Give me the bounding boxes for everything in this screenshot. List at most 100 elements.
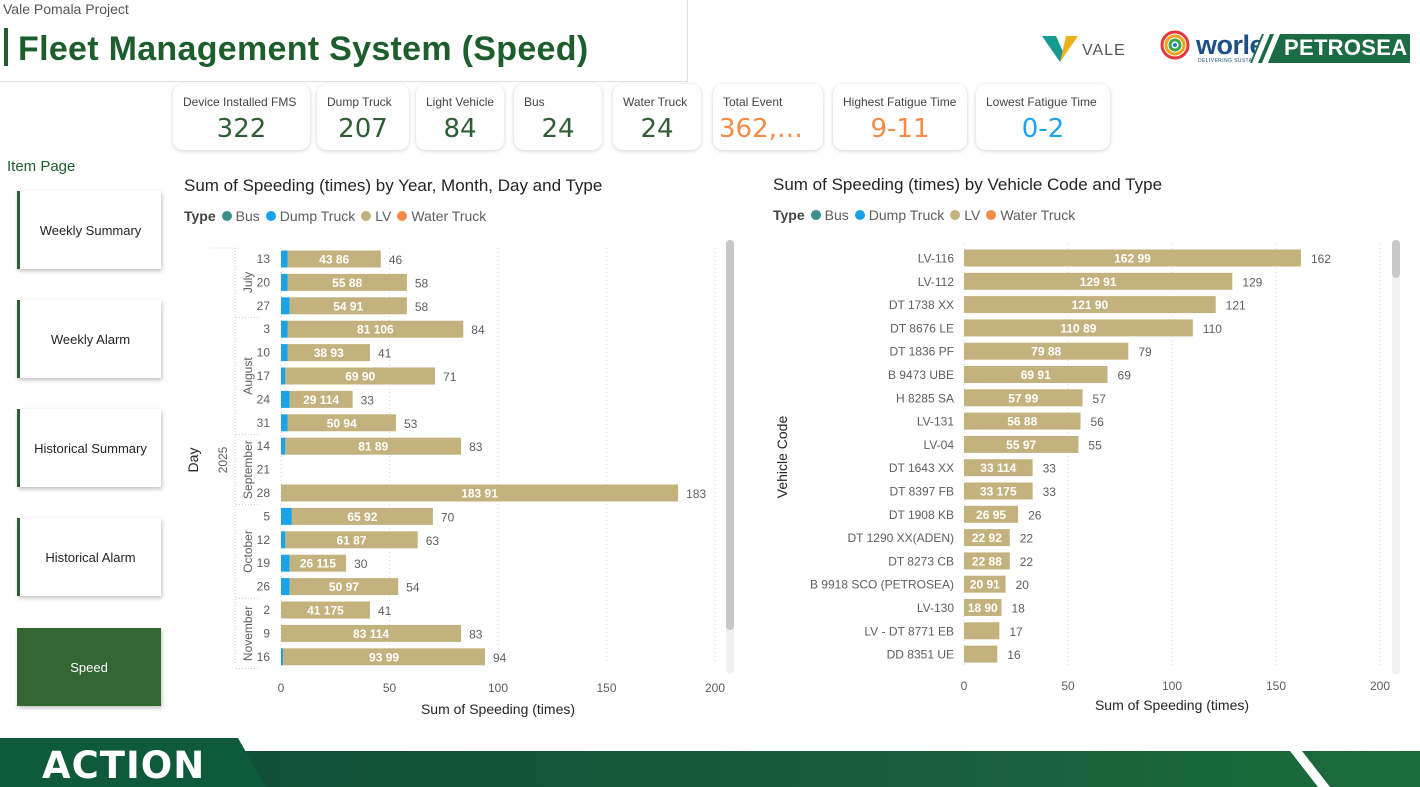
bar-lv[interactable] [285,531,418,549]
bar-lv[interactable] [964,342,1129,360]
nav-button-weekly-alarm[interactable]: Weekly Alarm [17,300,161,378]
bar-lv[interactable] [287,250,381,268]
legend-item[interactable]: Water Truck [986,207,1075,223]
bar-dump-truck[interactable] [281,414,288,432]
kpi-card: Water Truck 24 [613,84,701,150]
bar-total-label: 20 [1016,578,1030,592]
bar-lv[interactable] [964,482,1033,500]
vale-logo-icon [1042,36,1078,62]
kpi-label: Dump Truck [327,95,392,109]
bar-lv[interactable] [287,320,464,338]
bar-total-label: 41 [378,347,392,361]
bar-lv[interactable] [281,624,462,642]
bar-dump-truck[interactable] [281,297,290,315]
kpi-value: 362,5… [719,114,820,144]
bar-lv[interactable] [964,389,1083,407]
bar-data-label: 41 175 [307,604,344,618]
bar-lv[interactable] [283,648,485,666]
bar-lv[interactable] [291,507,433,525]
x-axis-title: Sum of Speeding (times) [1095,697,1249,713]
bar-lv[interactable] [289,554,347,572]
bar-lv[interactable] [287,414,397,432]
bar-lv[interactable] [964,459,1033,477]
bar-data-label: 43 86 [319,253,349,267]
bar-lv[interactable] [287,273,407,291]
x-tick-label: 100 [1162,679,1182,693]
bar-dump-truck[interactable] [281,578,290,596]
nav-button-historical-alarm[interactable]: Historical Alarm [17,518,161,596]
legend-item[interactable]: Bus [221,208,260,224]
scrollbar-thumb[interactable] [726,240,734,630]
bar-lv[interactable] [964,599,1002,616]
bar-lv[interactable] [964,249,1301,267]
bar-lv[interactable] [289,390,353,408]
kpi-value: 207 [338,114,388,144]
y-tick-label: 12 [257,533,271,547]
bar-dump-truck[interactable] [281,531,286,549]
bar-data-label: 18 90 [968,601,998,615]
bar-total-label: 41 [378,604,392,618]
bar-dump-truck[interactable] [281,437,286,455]
bar-lv[interactable] [964,622,1000,640]
bar-lv[interactable] [289,578,399,596]
bar-data-label: 81 106 [357,323,394,337]
bar-lv[interactable] [964,575,1006,593]
bar-lv[interactable] [964,272,1233,290]
legend-item[interactable]: Bus [810,207,849,223]
bar-total-label: 17 [1009,625,1023,639]
scrollbar-track[interactable] [1392,240,1400,674]
bar-data-label: 56 88 [1007,415,1037,429]
partner-logos: VALE worley DELIVERING SUSTAINABLE CHANG… [1040,28,1412,68]
bar-data-label: 69 90 [345,370,375,384]
legend-item[interactable]: Dump Truck [265,208,356,224]
y-tick-label: 16 [257,650,271,664]
bar-lv[interactable] [281,484,679,502]
bar-lv[interactable] [964,552,1010,570]
bar-lv[interactable] [289,297,407,315]
bar-total-label: 33 [1043,485,1057,499]
bar-dump-truck[interactable] [281,390,290,408]
right-chart: 0 50 100 150 200 Sum of Speeding (times) Vehic… [774,240,1400,713]
kpi-card: Light Vehicle 84 [416,84,504,150]
bar-lv[interactable] [281,601,370,619]
scrollbar-thumb[interactable] [1392,240,1400,278]
nav-button-speed[interactable]: Speed [17,628,161,706]
bar-lv[interactable] [964,366,1108,383]
bar-lv[interactable] [964,412,1081,430]
legend-item[interactable]: Water Truck [397,208,486,224]
bar-dump-truck[interactable] [281,507,292,525]
y-tick-label: 9 [263,626,270,640]
y-tick-label: DT 8676 LE [890,321,954,335]
kpi-card: Lowest Fatigue Time 0-2 [976,84,1110,150]
bar-lv[interactable] [285,367,436,385]
footer-brand: ACTION [42,744,206,787]
nav-button-historical-summary[interactable]: Historical Summary [17,409,161,487]
page-title: Fleet Management System (Speed) [4,28,588,69]
bar-dump-truck[interactable] [281,367,286,385]
bar-data-label: 183 91 [461,487,498,501]
bar-lv[interactable] [964,296,1216,314]
bar-lv[interactable] [964,319,1193,337]
x-tick-label: 50 [383,681,397,695]
nav-button-weekly-summary[interactable]: Weekly Summary [17,191,161,269]
bar-lv[interactable] [964,435,1079,453]
bar-total-label: 58 [415,300,429,314]
bar-total-label: 46 [389,253,403,267]
bar-lv[interactable] [964,529,1010,547]
bar-dump-truck[interactable] [281,320,288,338]
legend-label: Dump Truck [279,208,356,224]
legend-item[interactable]: LV [361,208,391,224]
bar-dump-truck[interactable] [281,250,288,268]
legend-item[interactable]: LV [950,207,980,223]
bar-lv[interactable] [285,437,462,455]
bar-dump-truck[interactable] [281,648,284,666]
legend-item[interactable]: Dump Truck [854,207,944,223]
bar-data-label: 33 175 [980,485,1017,499]
bar-lv[interactable] [287,344,370,362]
bar-lv[interactable] [964,645,998,663]
bar-lv[interactable] [964,505,1019,523]
bar-dump-truck[interactable] [281,344,288,362]
kpi-card: Bus 24 [514,84,602,150]
bar-dump-truck[interactable] [281,273,288,291]
bar-dump-truck[interactable] [281,554,290,572]
